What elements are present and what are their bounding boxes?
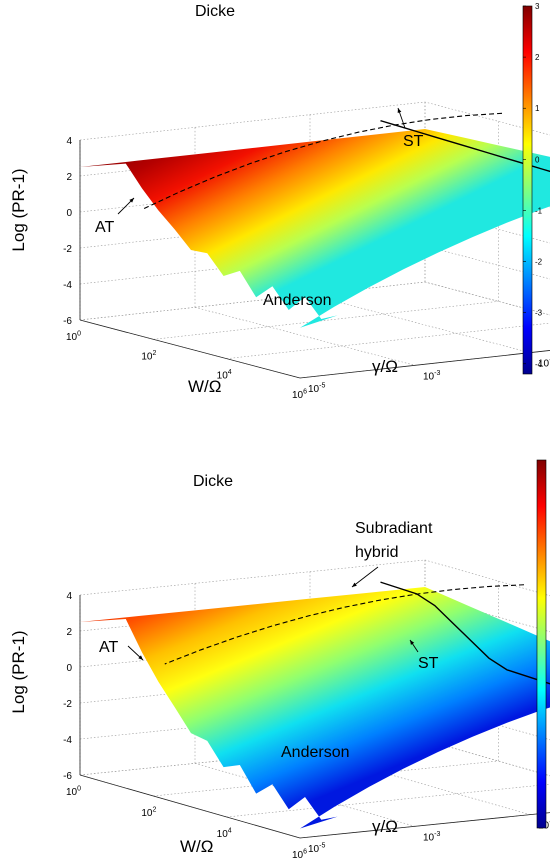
z-tick-label: -6 bbox=[63, 316, 72, 327]
colorbar-tick-label: -1 bbox=[535, 206, 543, 215]
z-tick-label: -4 bbox=[63, 280, 72, 291]
x-tick-label: 100 bbox=[66, 786, 81, 799]
annotation-arrow bbox=[351, 566, 379, 588]
colorbar-tick-label: 1 bbox=[535, 104, 540, 113]
y-axis-label: γ/Ω bbox=[372, 817, 398, 836]
colorbar bbox=[522, 5, 533, 375]
z-tick-label: -4 bbox=[63, 735, 72, 746]
st-boundary-line bbox=[380, 581, 550, 685]
z-tick-label: 2 bbox=[66, 172, 72, 183]
annotation-anderson: Anderson bbox=[263, 292, 332, 309]
annotation-hybrid: hybrid bbox=[355, 544, 399, 561]
surface bbox=[80, 129, 550, 328]
colorbar-tick-label: -4 bbox=[535, 360, 543, 369]
grid-y-floor bbox=[194, 307, 416, 366]
surface-panel-1: 420-2-4-610010210410610-510-310-1101Log … bbox=[9, 2, 550, 401]
annotation-st: ST bbox=[418, 655, 439, 672]
y-tick-label: 10-5 bbox=[308, 383, 325, 396]
surface bbox=[80, 587, 550, 829]
x-tick-label: 104 bbox=[217, 369, 232, 382]
x-tick-label: 102 bbox=[141, 807, 156, 820]
grid-x-floor bbox=[226, 322, 550, 359]
colorbar bbox=[536, 459, 547, 829]
z-tick-label: 4 bbox=[66, 136, 72, 147]
x-axis bbox=[79, 774, 301, 839]
z-axis-label: Log (PR-1) bbox=[9, 630, 28, 713]
axes bbox=[79, 595, 550, 839]
y-axis bbox=[299, 350, 550, 379]
annotation-arrowhead bbox=[138, 655, 143, 660]
colorbar-tick-label: 3 bbox=[535, 2, 540, 11]
z-tick-label: 0 bbox=[66, 663, 72, 674]
y-axis-label: γ/Ω bbox=[372, 357, 398, 376]
surface-panel-2: 420-2-4-610010210410610-510-310-1101Log … bbox=[9, 459, 550, 862]
annotation-at: AT bbox=[95, 219, 114, 236]
annotation-dicke: Dicke bbox=[193, 473, 233, 490]
x-axis bbox=[79, 319, 301, 379]
z-tick-label: -2 bbox=[63, 699, 72, 710]
x-tick-label: 100 bbox=[66, 331, 81, 344]
annotation-arrowhead bbox=[352, 582, 357, 587]
x-tick-label: 106 bbox=[292, 389, 307, 402]
annotation-anderson: Anderson bbox=[281, 744, 350, 761]
colorbar-tick-label: -3 bbox=[535, 309, 543, 318]
annotation-dicke: Dicke bbox=[195, 3, 235, 20]
z-axis-label: Log (PR-1) bbox=[9, 168, 28, 251]
z-tick-label: 2 bbox=[66, 627, 72, 638]
colorbar-tick-label: 2 bbox=[535, 53, 540, 62]
annotation-at: AT bbox=[99, 639, 118, 656]
colorbar-tick-label: -2 bbox=[535, 258, 543, 267]
x-tick-label: 102 bbox=[141, 350, 156, 363]
y-axis bbox=[299, 812, 550, 839]
annotation-arrowhead bbox=[129, 198, 134, 203]
x-axis-label: W/Ω bbox=[188, 377, 221, 396]
axes bbox=[79, 140, 550, 379]
z-tick-label: -6 bbox=[63, 771, 72, 782]
z-tick-label: -2 bbox=[63, 244, 72, 255]
y-tick-label: 10-3 bbox=[423, 831, 440, 844]
annotation-st: ST bbox=[403, 133, 424, 150]
grid-y-floor bbox=[424, 739, 550, 777]
at-boundary-line bbox=[142, 112, 503, 210]
grid-y-floor bbox=[309, 294, 531, 353]
annotation-arrowhead bbox=[397, 108, 402, 113]
x-tick-label: 104 bbox=[217, 828, 232, 841]
x-axis-label: W/Ω bbox=[180, 837, 213, 856]
y-tick-label: 10-3 bbox=[423, 370, 440, 383]
colorbar-tick-label: 0 bbox=[535, 155, 540, 164]
annotation-subradiant: Subradiant bbox=[355, 520, 433, 537]
z-tick-label: 4 bbox=[66, 591, 72, 602]
x-tick-label: 106 bbox=[292, 849, 307, 862]
at-boundary-line bbox=[164, 584, 525, 665]
z-tick-label: 0 bbox=[66, 208, 72, 219]
y-tick-label: 10-5 bbox=[308, 843, 325, 856]
annotation-arrowhead bbox=[410, 640, 415, 645]
